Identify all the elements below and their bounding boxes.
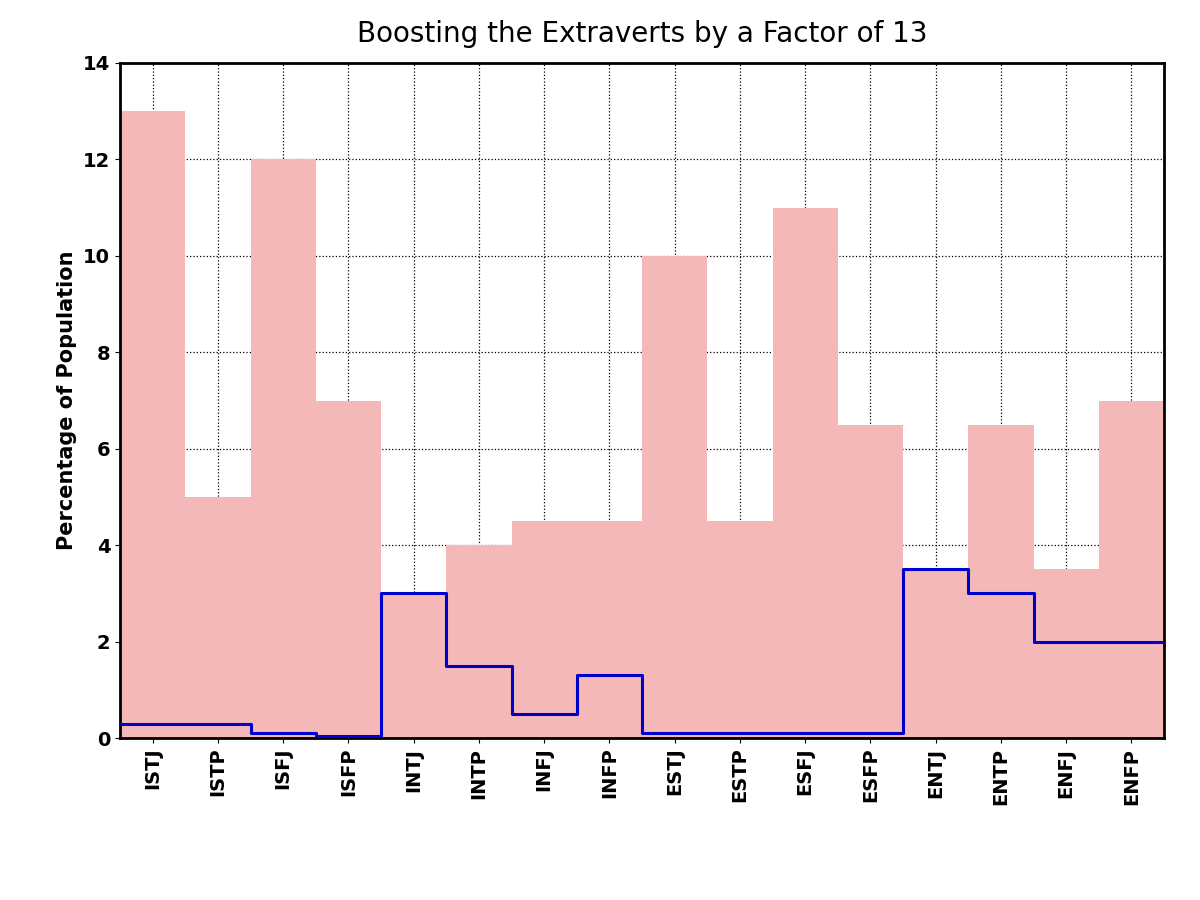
Y-axis label: Percentage of Population: Percentage of Population [58,251,78,550]
Title: Boosting the Extraverts by a Factor of 13: Boosting the Extraverts by a Factor of 1… [356,20,928,49]
